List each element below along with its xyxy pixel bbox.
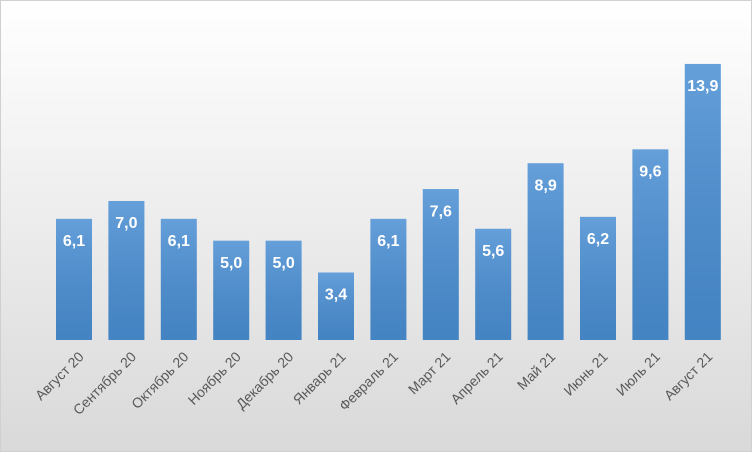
value-label: 5,0 [220, 255, 242, 272]
bar-shade [527, 163, 564, 340]
value-label: 7,0 [115, 215, 137, 232]
bar-shade [56, 218, 92, 340]
value-label: 8,9 [534, 177, 556, 194]
value-label: 7,6 [430, 203, 452, 220]
bar-shade [475, 228, 512, 340]
value-label: 13,9 [687, 78, 718, 95]
value-label: 6,1 [377, 233, 399, 250]
bar-shade [213, 240, 250, 340]
bar-shade [318, 272, 354, 340]
bar-shade [632, 149, 669, 340]
bar-shade [160, 218, 197, 340]
bar-shade [108, 200, 145, 340]
value-label: 5,0 [272, 255, 294, 272]
bar-shade [422, 189, 459, 340]
bar-shade [265, 240, 302, 340]
value-label: 6,1 [168, 233, 190, 250]
bar-shade [370, 218, 407, 340]
bar-shade [580, 216, 616, 340]
bar-shade [684, 63, 721, 341]
value-label: 6,2 [587, 231, 609, 248]
value-label: 6,1 [63, 233, 85, 250]
value-label: 3,4 [325, 287, 347, 304]
value-label: 5,6 [482, 243, 504, 260]
value-label: 9,6 [639, 164, 661, 181]
